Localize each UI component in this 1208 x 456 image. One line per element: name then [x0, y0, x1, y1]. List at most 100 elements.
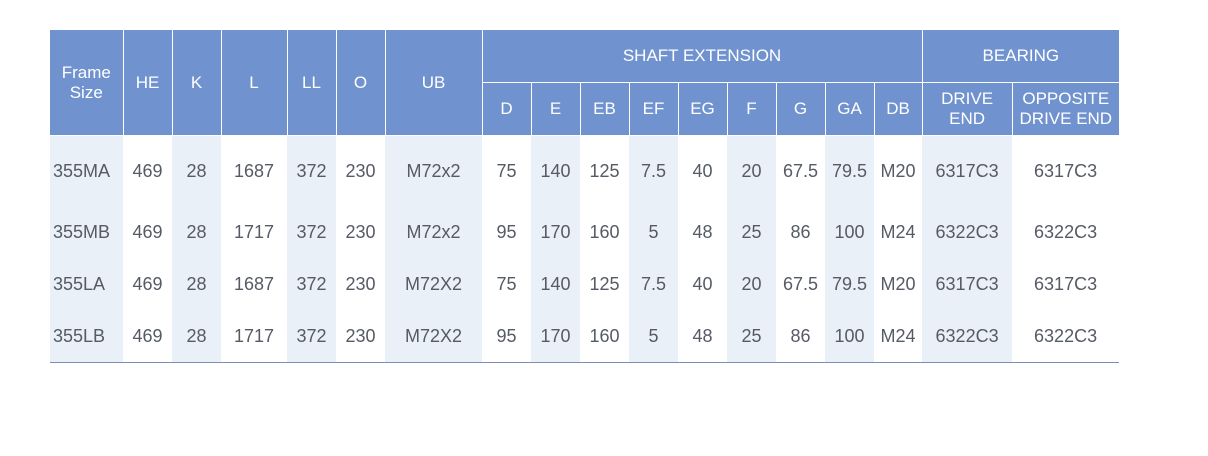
header-eb: EB — [580, 82, 630, 136]
header-opposite-drive-end: OPPOSITE DRIVE END — [1012, 82, 1120, 136]
cell-he: 469 — [123, 310, 172, 363]
cell-e: 140 — [531, 135, 580, 206]
cell-he: 469 — [132, 160, 163, 181]
header-f: F — [727, 82, 777, 136]
header-e: E — [531, 82, 581, 136]
cell-f: 25 — [727, 310, 776, 363]
header-ga: GA — [825, 82, 875, 136]
cell-d: 75 — [496, 273, 517, 294]
cell-ga: 100 — [825, 310, 874, 363]
header-shaft-extension: SHAFT EXTENSION — [482, 30, 923, 83]
table-row: 355MA 469 28 1687 372 230 M72x2 75 140 1… — [50, 135, 1119, 206]
dimensions-table-wrapper: Frame Size HE K L LL O UB SHAFT EXTENSIO… — [50, 30, 1120, 363]
cell-drive-end: 6322C3 — [922, 310, 1013, 363]
cell-ub: M72x2 — [385, 206, 482, 258]
header-he: HE — [123, 30, 173, 136]
cell-l: 1717 — [221, 310, 287, 363]
cell-db: M20 — [880, 160, 916, 181]
cell-d: 95 — [482, 310, 531, 363]
cell-ga: 79.5 — [825, 258, 874, 310]
cell-g: 86 — [790, 221, 811, 242]
cell-ll: 372 — [287, 135, 336, 206]
header-drive-end: DRIVE END — [922, 82, 1013, 136]
cell-opposite-drive-end: 6317C3 — [1034, 273, 1098, 294]
cell-ef: 7.5 — [629, 135, 678, 206]
cell-db: M24 — [880, 221, 916, 242]
cell-ll: 372 — [287, 310, 336, 363]
cell-frame: 355LA — [50, 258, 123, 310]
cell-drive-end: 6322C3 — [922, 206, 1013, 258]
header-d: D — [482, 82, 532, 136]
header-ef: EF — [629, 82, 679, 136]
cell-eg: 48 — [678, 310, 727, 363]
cell-e: 170 — [531, 206, 580, 258]
cell-g: 86 — [776, 310, 825, 363]
cell-eg: 48 — [692, 221, 713, 242]
cell-he: 469 — [132, 221, 163, 242]
header-o: O — [336, 30, 386, 136]
cell-k: 28 — [172, 206, 221, 258]
cell-f: 25 — [727, 206, 776, 258]
cell-ll: 372 — [287, 258, 336, 310]
cell-ef: 5 — [629, 310, 678, 363]
cell-o: 230 — [345, 273, 376, 294]
cell-frame: 355MB — [50, 206, 123, 258]
cell-eb: 125 — [589, 160, 620, 181]
table-row: 355LA 469 28 1687 372 230 M72X2 75 140 1… — [50, 258, 1119, 310]
dimensions-table: Frame Size HE K L LL O UB SHAFT EXTENSIO… — [50, 30, 1120, 363]
cell-d: 95 — [496, 221, 517, 242]
table-row: 355LB 469 28 1717 372 230 M72X2 95 170 1… — [50, 310, 1120, 363]
cell-o: 230 — [345, 221, 376, 242]
cell-frame: 355MA — [50, 135, 123, 206]
cell-ef: 7.5 — [629, 258, 678, 310]
cell-ub: M72x2 — [385, 135, 482, 206]
cell-g: 67.5 — [782, 160, 819, 181]
header-g: G — [776, 82, 826, 136]
cell-k: 28 — [172, 310, 221, 363]
cell-l: 1687 — [233, 273, 275, 294]
header-k: K — [172, 30, 222, 136]
header-frame-size: Frame Size — [50, 30, 124, 136]
cell-ga: 100 — [825, 206, 874, 258]
cell-e: 140 — [531, 258, 580, 310]
cell-db: M24 — [874, 310, 923, 363]
cell-drive-end: 6317C3 — [922, 135, 1013, 206]
cell-k: 28 — [172, 135, 221, 206]
cell-ll: 372 — [287, 206, 336, 258]
cell-ga: 79.5 — [825, 135, 874, 206]
cell-d: 75 — [496, 160, 517, 181]
cell-g: 67.5 — [782, 273, 819, 294]
header-l: L — [221, 30, 288, 136]
header-ll: LL — [287, 30, 337, 136]
cell-opposite-drive-end: 6317C3 — [1034, 160, 1098, 181]
cell-f: 20 — [727, 258, 776, 310]
cell-drive-end: 6317C3 — [922, 258, 1013, 310]
cell-eb: 160 — [589, 221, 620, 242]
header-row-bottom: D E EB EF EG F G GA DB DRIVE END OPPOSIT… — [50, 82, 1120, 136]
header-ub: UB — [385, 30, 483, 136]
cell-eg: 40 — [692, 160, 713, 181]
cell-eb: 160 — [580, 310, 629, 363]
cell-he: 469 — [132, 273, 163, 294]
cell-ub: M72X2 — [385, 258, 482, 310]
cell-o: 230 — [336, 310, 385, 363]
cell-frame: 355LB — [50, 310, 123, 363]
header-row-top: Frame Size HE K L LL O UB SHAFT EXTENSIO… — [50, 30, 1120, 136]
cell-o: 230 — [345, 160, 376, 181]
header-bearing: BEARING — [922, 30, 1120, 83]
cell-eb: 125 — [589, 273, 620, 294]
cell-ef: 5 — [629, 206, 678, 258]
cell-opposite-drive-end: 6322C3 — [1034, 221, 1098, 242]
cell-l: 1687 — [233, 160, 275, 181]
header-eg: EG — [678, 82, 728, 136]
cell-k: 28 — [172, 258, 221, 310]
cell-opposite-drive-end: 6322C3 — [1012, 310, 1120, 363]
cell-f: 20 — [727, 135, 776, 206]
cell-ub: M72X2 — [385, 310, 482, 363]
cell-eg: 40 — [692, 273, 713, 294]
header-db: DB — [874, 82, 923, 136]
cell-e: 170 — [531, 310, 580, 363]
cell-db: M20 — [880, 273, 916, 294]
table-row: 355MB 469 28 1717 372 230 M72x2 95 170 1… — [50, 206, 1119, 258]
cell-l: 1717 — [233, 221, 275, 242]
